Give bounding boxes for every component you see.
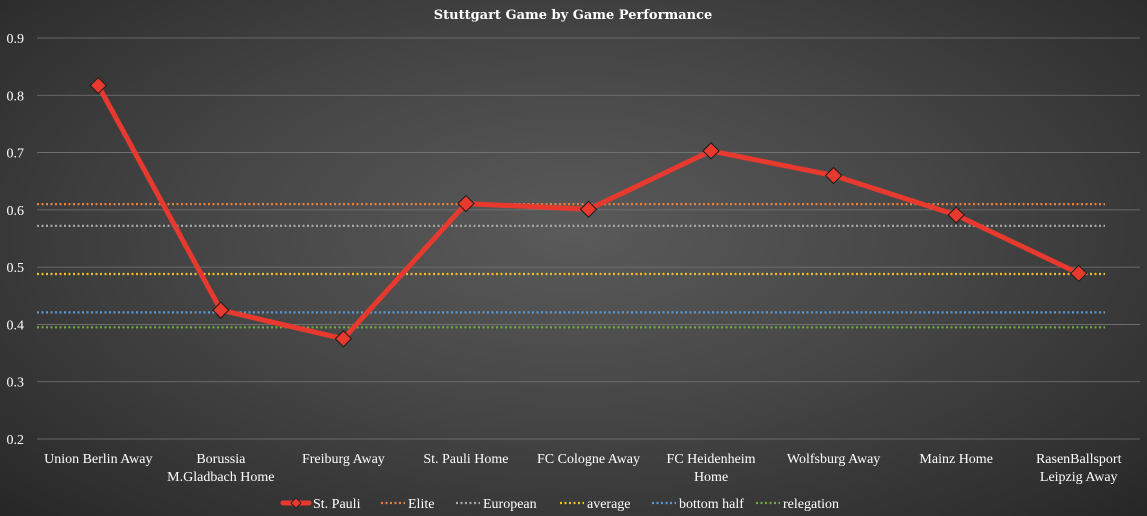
y-tick-label: 0.6: [7, 204, 25, 219]
data-point-marker: [947, 206, 965, 224]
legend-label-st-pauli: St. Pauli: [313, 497, 361, 512]
x-tick-label: Freiburg Away: [302, 452, 385, 467]
legend-label-bottom-half: bottom half: [679, 497, 744, 512]
x-tick-label: Borussia M.Gladbach Home: [167, 452, 274, 485]
x-tick-label: FC Cologne Away: [537, 452, 640, 467]
gridlines: [37, 37, 1140, 440]
legend-label-european: European: [483, 497, 537, 512]
legend: St. Pauli Elite European average bottom half…: [280, 497, 839, 512]
data-point-marker: [579, 200, 598, 218]
chart-title: Stuttgart Game by Game Performance: [434, 8, 713, 23]
x-tick-label: St. Pauli Home: [423, 452, 508, 467]
x-tick-label: RasenBallsport Leipzig Away: [1036, 452, 1122, 485]
data-point-marker: [702, 142, 720, 160]
y-tick-label: 0.8: [7, 89, 25, 104]
x-axis: Union Berlin Away Borussia M.Gladbach Home…: [44, 452, 1122, 485]
series-layer: [89, 76, 1088, 348]
y-axis: 0.2 0.3 0.4 0.5 0.6 0.7 0.8 0.9: [7, 32, 25, 448]
legend-marker-st-pauli: [290, 497, 302, 509]
data-point-marker: [824, 166, 843, 185]
x-tick-label: FC Heidenheim Home: [667, 452, 756, 485]
data-point-marker: [1070, 264, 1088, 283]
legend-label-average: average: [587, 497, 631, 512]
y-tick-label: 0.2: [7, 433, 25, 448]
y-tick-label: 0.5: [7, 261, 25, 276]
x-tick-label: Wolfsburg Away: [787, 452, 880, 467]
data-point-marker: [334, 330, 353, 348]
data-point-marker: [212, 301, 230, 319]
y-tick-label: 0.4: [7, 318, 25, 333]
x-tick-label: Union Berlin Away: [44, 452, 152, 467]
legend-label-elite: Elite: [408, 497, 434, 512]
y-tick-label: 0.7: [7, 147, 25, 162]
data-point-marker: [457, 194, 475, 213]
data-point-marker: [89, 76, 107, 95]
x-tick-label: Mainz Home: [919, 452, 992, 467]
y-tick-label: 0.9: [7, 32, 25, 47]
y-tick-label: 0.3: [7, 376, 25, 391]
legend-label-relegation: relegation: [783, 497, 839, 512]
